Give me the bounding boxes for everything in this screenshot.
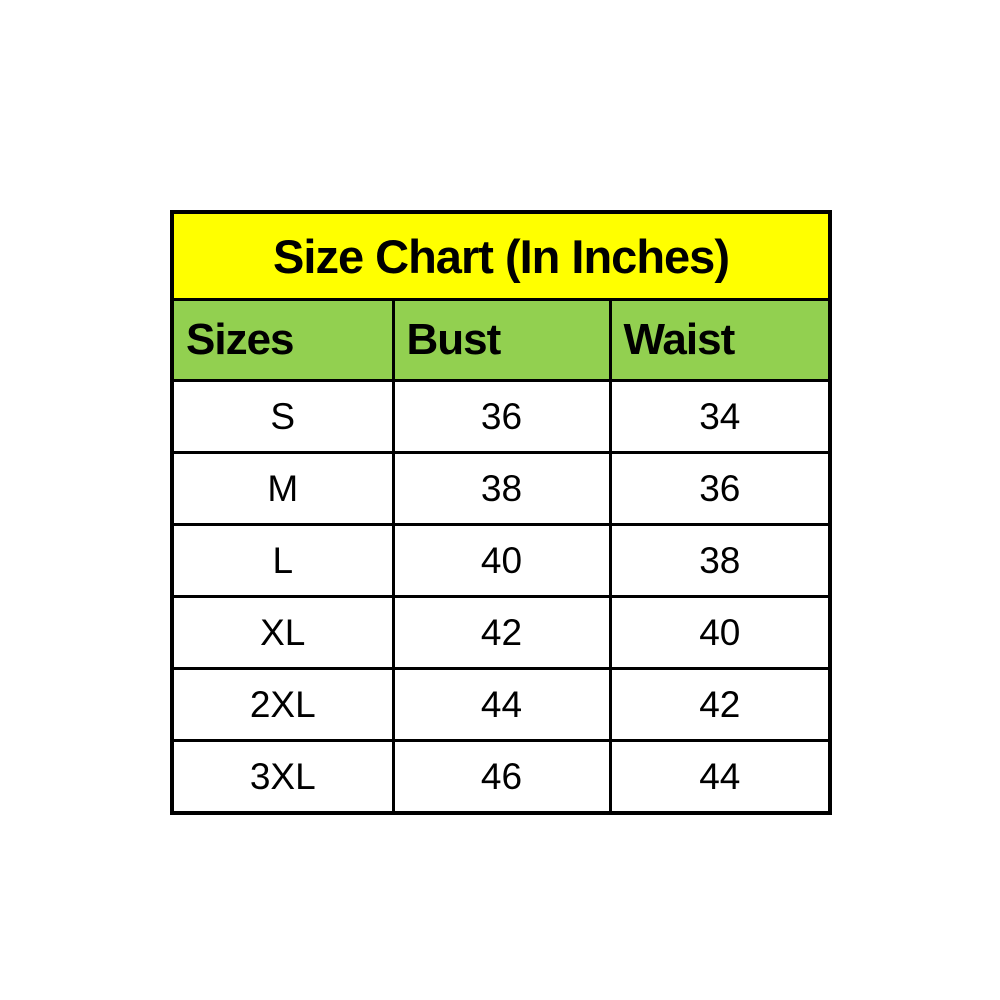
size-cell: L [170, 523, 395, 598]
bust-cell: 42 [391, 595, 612, 670]
table-row: M 38 36 [170, 451, 832, 526]
header-row: Sizes Bust Waist [170, 298, 832, 382]
column-header-waist: Waist [608, 298, 832, 382]
table-title: Size Chart (In Inches) [170, 210, 832, 301]
waist-cell: 44 [608, 739, 832, 815]
table-row: S 36 34 [170, 379, 832, 454]
table-row: XL 42 40 [170, 595, 832, 670]
column-header-sizes: Sizes [170, 298, 395, 382]
bust-cell: 44 [391, 667, 612, 742]
size-chart-table: Size Chart (In Inches) Sizes Bust Waist … [170, 210, 833, 815]
size-cell: S [170, 379, 395, 454]
title-row: Size Chart (In Inches) [170, 210, 832, 301]
waist-cell: 38 [608, 523, 832, 598]
waist-cell: 36 [608, 451, 832, 526]
size-cell: XL [170, 595, 395, 670]
size-cell: 3XL [170, 739, 395, 815]
table-row: L 40 38 [170, 523, 832, 598]
table-row: 3XL 46 44 [170, 739, 832, 815]
bust-cell: 38 [391, 451, 612, 526]
bust-cell: 46 [391, 739, 612, 815]
table-row: 2XL 44 42 [170, 667, 832, 742]
size-cell: M [170, 451, 395, 526]
column-header-bust: Bust [391, 298, 612, 382]
waist-cell: 40 [608, 595, 832, 670]
waist-cell: 42 [608, 667, 832, 742]
size-cell: 2XL [170, 667, 395, 742]
waist-cell: 34 [608, 379, 832, 454]
bust-cell: 40 [391, 523, 612, 598]
bust-cell: 36 [391, 379, 612, 454]
